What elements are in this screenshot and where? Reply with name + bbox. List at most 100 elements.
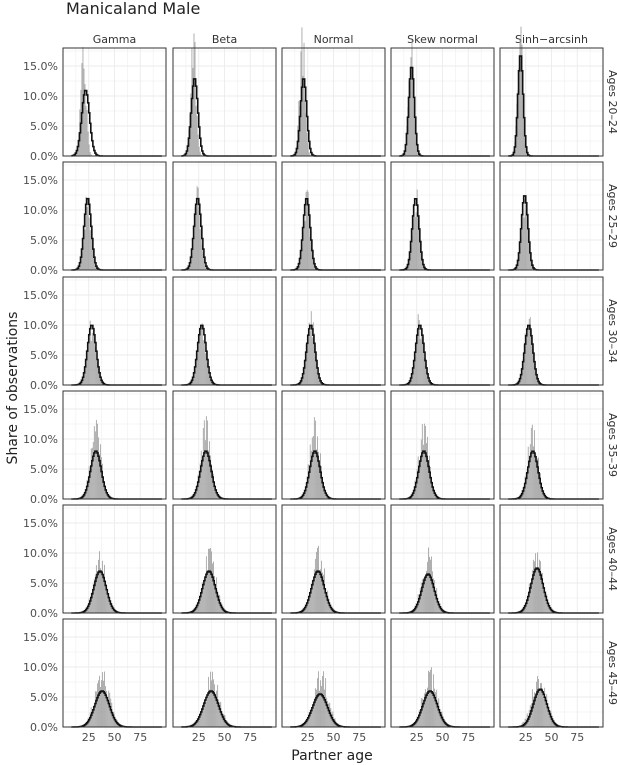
observed-bar — [541, 572, 542, 613]
observed-bar — [308, 152, 310, 156]
observed-bar — [92, 247, 94, 270]
observed-bar — [543, 584, 545, 613]
observed-bar — [193, 33, 195, 156]
observed-bar — [205, 416, 207, 499]
facet-panel — [172, 504, 277, 614]
observed-bar — [105, 586, 107, 613]
observed-bar — [99, 454, 100, 499]
observed-bar — [200, 154, 202, 156]
observed-bar — [221, 712, 223, 727]
observed-bar — [199, 463, 201, 499]
observed-bar — [327, 700, 329, 727]
observed-bars — [189, 416, 223, 499]
observed-bar — [419, 710, 421, 727]
observed-bar — [93, 705, 95, 727]
panel-border — [281, 390, 386, 500]
observed-bar — [303, 724, 305, 727]
observed-bar — [210, 671, 211, 727]
observed-bar — [202, 428, 204, 499]
observed-bar — [417, 314, 419, 385]
observed-bar — [312, 322, 314, 385]
x-tick-label: 50 — [545, 731, 559, 744]
observed-bar — [523, 217, 525, 270]
observed-bar — [107, 700, 109, 727]
observed-bar — [307, 142, 309, 156]
observed-bar — [322, 477, 323, 499]
panel-border — [281, 47, 386, 157]
observed-bar — [437, 701, 439, 727]
observed-bar — [422, 444, 424, 499]
facet-panel — [499, 618, 604, 728]
y-tick-label: 10.0% — [23, 433, 58, 446]
observed-bar — [205, 556, 207, 613]
observed-bar — [205, 701, 207, 727]
observed-bar — [312, 582, 314, 613]
observed-bar — [422, 337, 424, 385]
observed-bar — [81, 251, 83, 270]
observed-bar — [200, 588, 202, 613]
observed-bar — [197, 134, 199, 156]
observed-bar — [420, 251, 422, 270]
observed-bar — [212, 469, 213, 499]
observed-bar — [530, 703, 532, 727]
observed-bar — [206, 571, 208, 613]
observed-bar — [308, 599, 310, 613]
observed-bar — [108, 593, 110, 613]
observed-bar — [204, 578, 206, 613]
observed-bar — [320, 569, 321, 613]
observed-bar — [317, 372, 318, 385]
observed-bar — [94, 574, 96, 613]
observed-bar — [315, 449, 317, 499]
panel-border — [499, 504, 604, 614]
observed-bar — [301, 247, 303, 270]
observed-bars — [298, 311, 323, 385]
observed-bar — [206, 420, 208, 499]
y-tick-label: 15.0% — [23, 631, 58, 644]
observed-bar — [310, 450, 312, 499]
observed-bar — [324, 689, 326, 727]
observed-bar — [195, 105, 197, 156]
observed-bar — [86, 206, 88, 270]
observed-bar — [91, 712, 93, 727]
facet-panel — [499, 276, 604, 386]
observed-bar — [94, 691, 96, 727]
observed-bar — [210, 455, 211, 499]
observed-bar — [319, 378, 320, 385]
y-tick-label: 0.0% — [30, 607, 58, 620]
panel-border — [390, 618, 495, 728]
facet-panel — [172, 276, 277, 386]
observed-bar — [427, 436, 428, 499]
observed-bar — [432, 692, 433, 727]
observed-bar — [310, 239, 312, 270]
observed-bar — [85, 196, 87, 270]
observed-bar — [527, 326, 529, 385]
x-tick-label: 50 — [327, 731, 341, 744]
observed-bar — [208, 548, 209, 613]
observed-bar — [525, 204, 527, 270]
observed-bar — [104, 564, 105, 613]
observed-bar — [88, 144, 90, 156]
observed-bars — [190, 671, 234, 727]
observed-bar — [420, 439, 422, 499]
observed-bar — [317, 436, 318, 499]
facet-panel — [281, 276, 386, 386]
facet-panel — [281, 504, 386, 614]
observed-bar — [92, 330, 94, 385]
observed-bar — [421, 424, 423, 499]
observed-bar — [530, 330, 532, 385]
observed-bar — [203, 699, 205, 727]
observed-bar — [308, 464, 310, 499]
panel-border — [172, 390, 277, 500]
observed-bar — [195, 213, 197, 270]
observed-bar — [95, 691, 97, 727]
observed-bar — [535, 369, 536, 385]
observed-bar — [518, 254, 520, 270]
x-tick-label: 25 — [192, 731, 206, 744]
observed-bar — [305, 344, 307, 385]
observed-bar — [101, 457, 102, 499]
y-axis-title: Share of observations — [5, 312, 21, 465]
observed-bar — [102, 672, 103, 727]
observed-bar — [318, 451, 319, 499]
observed-bar — [91, 591, 93, 613]
